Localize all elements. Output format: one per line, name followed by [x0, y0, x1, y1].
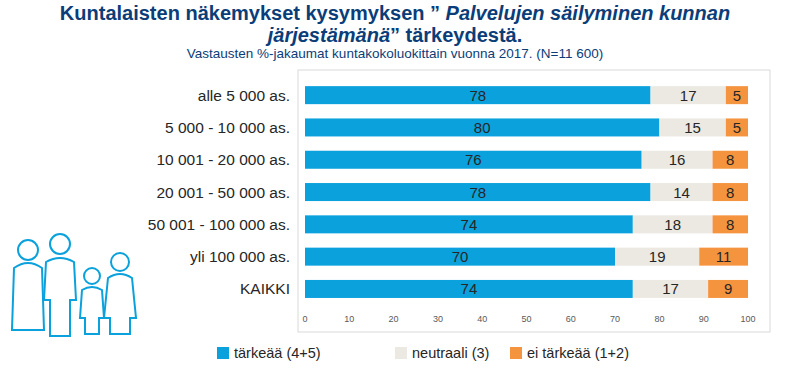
- bars: [305, 86, 748, 298]
- bar: [305, 183, 651, 201]
- category-label: 20 001 - 50 000 as.: [156, 184, 290, 201]
- bar: [651, 183, 713, 201]
- bar: [305, 151, 642, 169]
- data-label: 8: [726, 216, 734, 233]
- tick-label: 60: [566, 314, 576, 324]
- tick-label: 20: [389, 314, 399, 324]
- legend-label: ei tärkeää (1+2): [527, 345, 629, 361]
- plot-frame: [298, 70, 770, 332]
- category-label: 5 000 - 10 000 as.: [165, 119, 290, 136]
- data-label: 80: [474, 119, 491, 136]
- bar: [305, 280, 633, 298]
- data-label: 18: [664, 216, 681, 233]
- bar: [713, 151, 748, 169]
- data-label: 74: [461, 216, 478, 233]
- people-icon: [12, 234, 136, 336]
- category-label: yli 100 000 as.: [190, 248, 290, 265]
- page: Kuntalaisten näkemykset kysymyksen ” Pal…: [0, 0, 790, 386]
- tick-label: 70: [610, 314, 620, 324]
- legend-label: neutraali (3): [412, 345, 489, 361]
- data-label: 70: [452, 248, 469, 265]
- legend-swatch: [217, 347, 229, 359]
- data-label: 17: [680, 87, 697, 104]
- legend-swatch: [510, 347, 522, 359]
- bar: [713, 183, 748, 201]
- data-label: 5: [733, 87, 741, 104]
- bar: [713, 215, 748, 233]
- tick-label: 100: [740, 314, 755, 324]
- icon-body: [80, 287, 104, 334]
- data-label: 78: [469, 184, 486, 201]
- icon-body: [104, 274, 136, 334]
- data-labels: 781758015576168781487418870191174179: [452, 87, 741, 298]
- title-part: Kuntalaisten näkemykset kysymyksen: [60, 2, 430, 24]
- tick-label: 10: [344, 314, 354, 324]
- data-label: 78: [469, 87, 486, 104]
- tick-label: 30: [433, 314, 443, 324]
- icon-head: [84, 268, 100, 284]
- data-label: 19: [649, 248, 666, 265]
- data-label: 16: [669, 151, 686, 168]
- tick-label: 40: [477, 314, 487, 324]
- tick-label: 0: [302, 314, 307, 324]
- data-label: 8: [726, 151, 734, 168]
- data-label: 76: [465, 151, 482, 168]
- bar: [305, 118, 659, 136]
- bar: [642, 151, 713, 169]
- icon-head: [111, 253, 129, 271]
- bar: [659, 118, 725, 136]
- title-part: tärkeydestä.: [400, 24, 522, 46]
- category-label: alle 5 000 as.: [198, 87, 290, 104]
- category-label: KAIKKI: [240, 280, 290, 297]
- data-label: 15: [684, 119, 701, 136]
- title: Kuntalaisten näkemykset kysymyksen ” Pal…: [5, 2, 785, 46]
- data-label: 17: [662, 280, 679, 297]
- tick-label: 50: [521, 314, 531, 324]
- icon-body: [12, 263, 44, 330]
- bar: [633, 280, 708, 298]
- data-label: 74: [461, 280, 478, 297]
- subtitle: Vastausten %-jakaumat kuntakokoluokittai…: [5, 46, 785, 61]
- category-label: 50 001 - 100 000 as.: [148, 216, 290, 233]
- legend-label: tärkeää (4+5): [234, 345, 321, 361]
- legend-swatch: [395, 347, 407, 359]
- data-label: 9: [724, 280, 732, 297]
- data-label: 11: [716, 248, 732, 265]
- data-label: 14: [673, 184, 690, 201]
- bar: [305, 86, 651, 104]
- bar: [633, 215, 713, 233]
- bar: [615, 248, 699, 266]
- legend: tärkeää (4+5) neutraali (3) ei tärkeää (1+…: [217, 345, 629, 361]
- bar: [726, 86, 748, 104]
- bar: [726, 118, 748, 136]
- bar: [651, 86, 726, 104]
- tick-label: 80: [654, 314, 664, 324]
- icon-head: [50, 234, 70, 254]
- data-label: 8: [726, 184, 734, 201]
- tick-label: 90: [699, 314, 709, 324]
- bar: [708, 280, 748, 298]
- icon-head: [18, 240, 38, 260]
- chart: 0 10 20 30 40 50 60 70 80 90 100 alle 5 000 as. 5 00…: [0, 0, 790, 386]
- category-label: 10 001 - 20 000 as.: [156, 151, 290, 168]
- icon-body: [44, 258, 76, 336]
- bar: [699, 248, 748, 266]
- data-label: 5: [733, 119, 741, 136]
- bar: [305, 248, 615, 266]
- bar: [305, 215, 633, 233]
